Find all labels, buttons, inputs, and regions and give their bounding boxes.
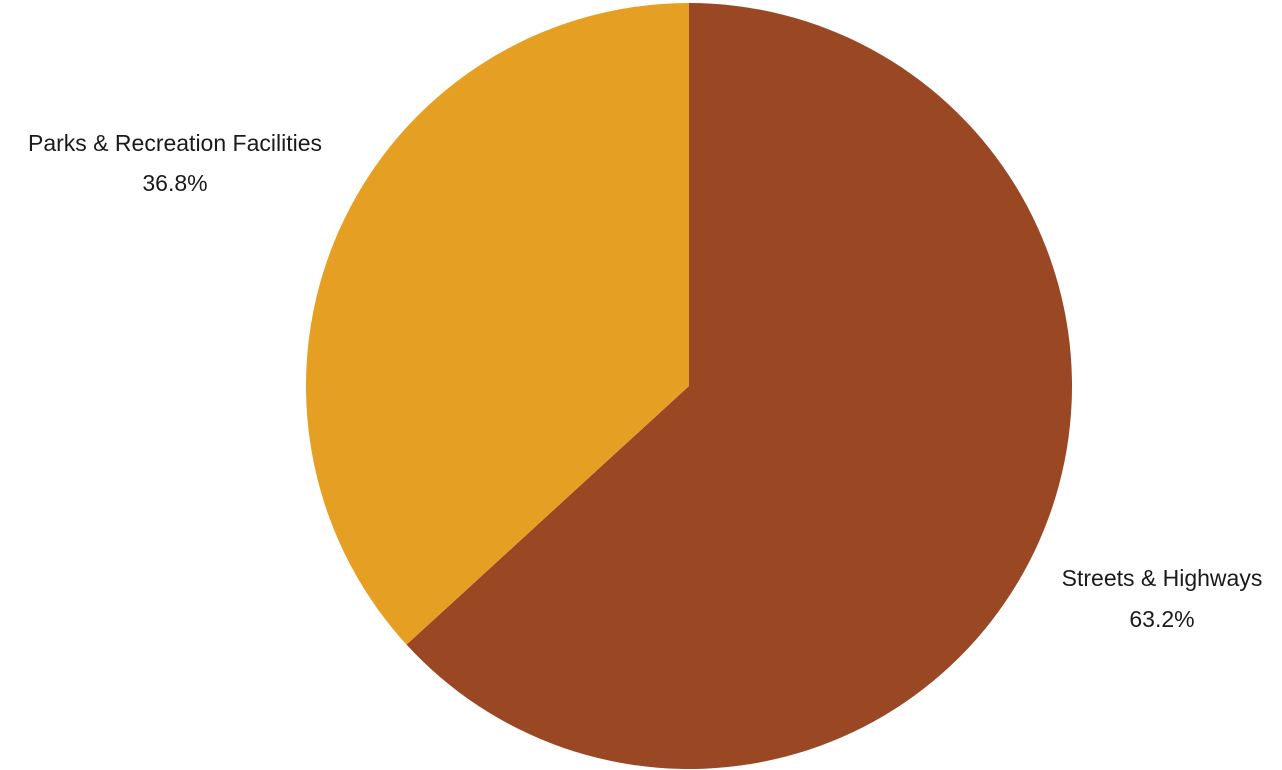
slice-label-parks-recreation-value: 36.8% <box>142 170 207 196</box>
pie-slice-parks-recreation-facilities <box>305 3 689 645</box>
slice-label-streets-highways: Streets & Highways 63.2% <box>1062 565 1263 632</box>
slice-label-streets-highways-name: Streets & Highways <box>1062 565 1263 591</box>
slice-label-streets-highways-value: 63.2% <box>1129 606 1194 632</box>
pie-slice-streets-highways <box>406 3 1072 769</box>
pie-slices <box>305 3 1072 769</box>
slice-label-parks-recreation: Parks & Recreation Facilities 36.8% <box>28 130 322 196</box>
slice-label-parks-recreation-name: Parks & Recreation Facilities <box>28 130 322 156</box>
